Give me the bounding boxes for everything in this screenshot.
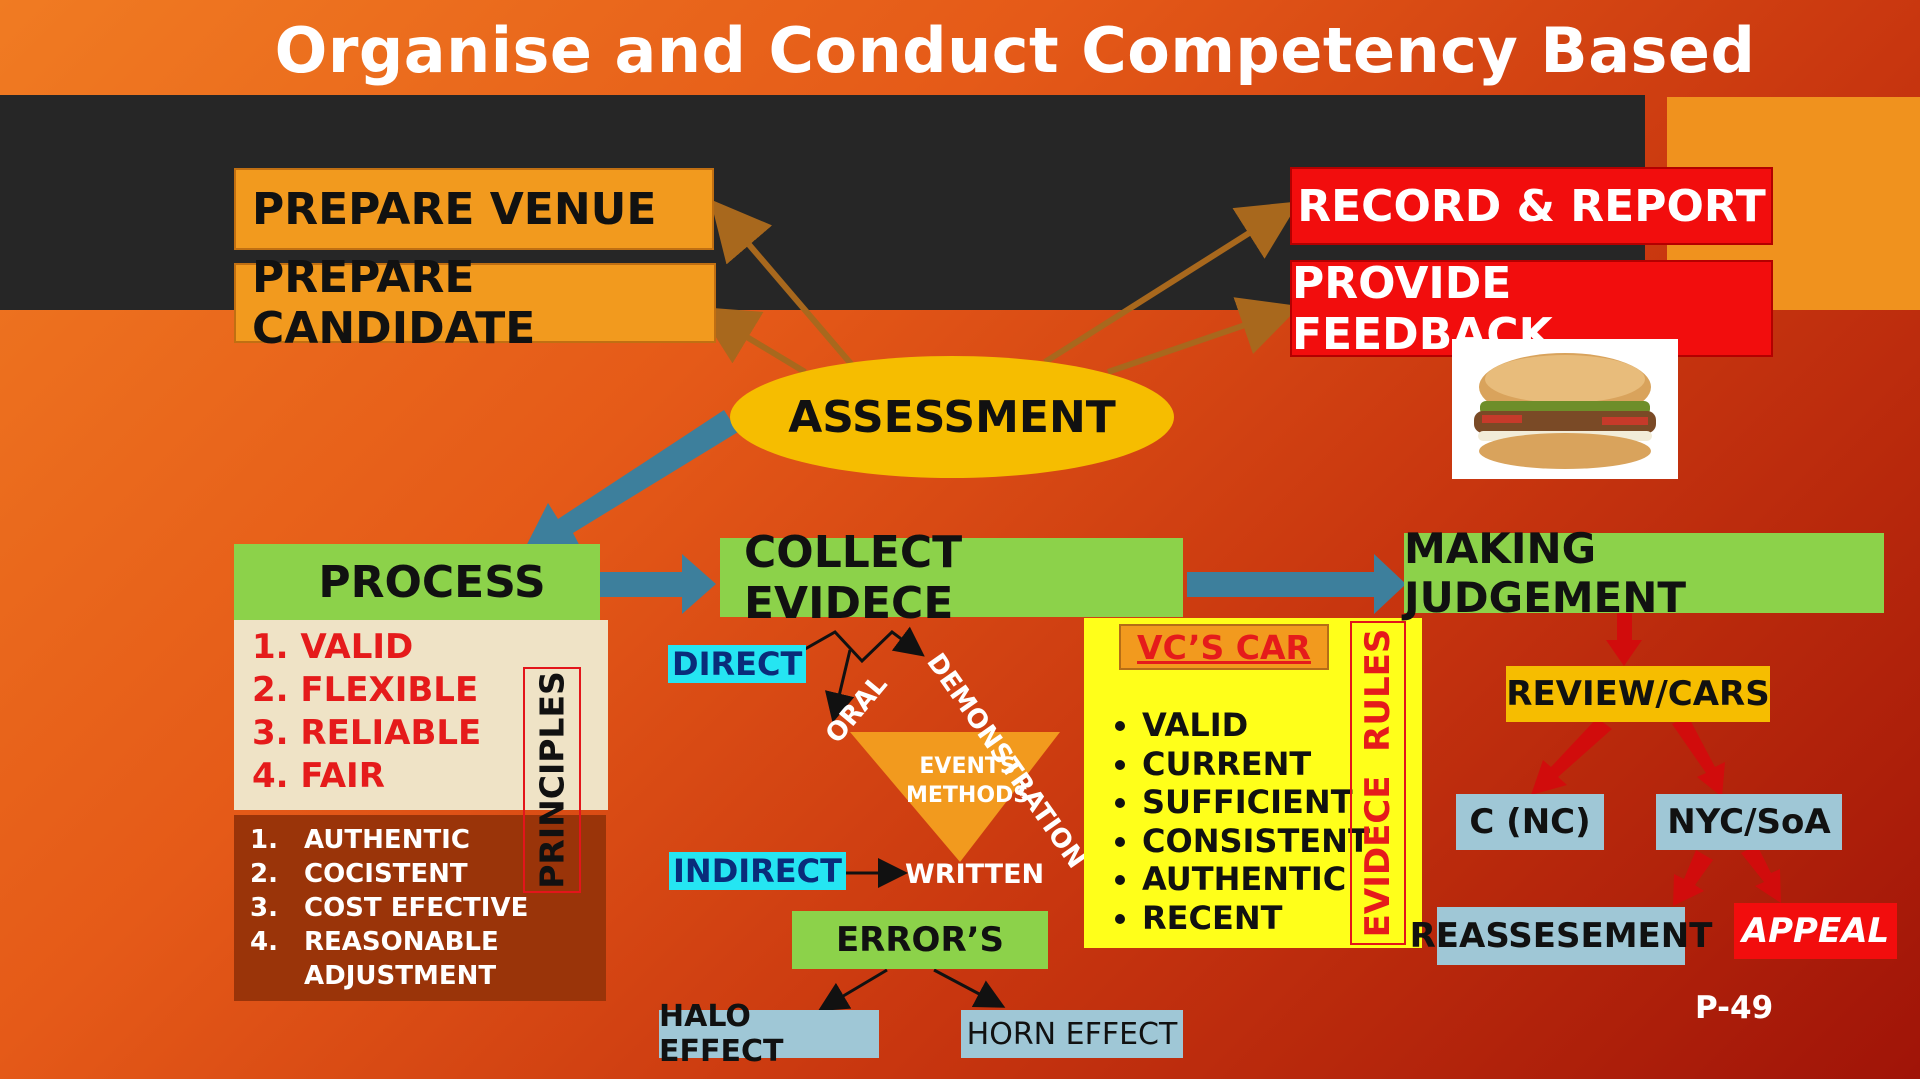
vcs-car-box: VC’S CAR — [1119, 624, 1329, 670]
horn-effect-box: HORN EFFECT — [961, 1010, 1183, 1058]
arrow-to-appeal — [1741, 845, 1781, 903]
appeal-label: APPEAL — [1741, 911, 1890, 951]
arrow-to-reassessment — [1673, 850, 1713, 906]
rule-item: CURRENT — [1142, 745, 1370, 784]
written-label: WRITTEN — [905, 859, 1045, 890]
arrow-to-record-report — [1043, 201, 1300, 365]
list-number: 3. — [250, 893, 278, 923]
reassessment-label: REASSESEMENT — [1409, 916, 1713, 956]
reassessment-box: REASSESEMENT — [1410, 907, 1712, 965]
record-report-box: RECORD & REPORT — [1290, 167, 1773, 245]
principles-vertical-box: PRINCIPLES — [523, 667, 581, 893]
burger-image — [1452, 339, 1678, 479]
making-judgement-box: MAKING JUDGEMENT — [1404, 524, 1884, 622]
nyc-soa-box: NYC/SoA — [1656, 794, 1842, 850]
evidence-rules-list: VALID CURRENT SUFFICIENT CONSISTENT AUTH… — [1084, 706, 1370, 937]
principle-item: 2. FLEXIBLE — [252, 670, 479, 710]
other-principles-panel: 1. AUTHENTIC 2. COCISTENT 3. COST EFECTIVE … — [234, 815, 606, 1001]
errors-label: ERROR’S — [835, 920, 1005, 960]
list-item: REASONABLE — [304, 927, 499, 957]
prepare-candidate-box: PREPARE CANDIDATE — [234, 252, 716, 354]
principle-item: 3. RELIABLE — [252, 713, 482, 753]
c-nc-box: C (NC) — [1456, 794, 1604, 850]
rule-item: RECENT — [1142, 899, 1370, 938]
list-item: COST EFECTIVE — [304, 893, 529, 923]
list-item: COCISTENT — [304, 859, 468, 889]
arrow-to-prepare-candidate — [696, 306, 807, 375]
evidence-rules-vertical-box: EVIDECE RULES — [1350, 621, 1406, 945]
rule-item: SUFFICIENT — [1142, 783, 1370, 822]
arrow-process-to-evidence — [599, 554, 716, 614]
errors-to-horn-line — [933, 968, 1006, 1008]
errors-to-halo-line — [817, 968, 888, 1012]
horn-effect-label: HORN EFFECT — [966, 1016, 1178, 1052]
events-methods-label: EVENTS METHODS — [906, 752, 1029, 810]
evidence-rules-vertical-label: EVIDECE RULES — [1358, 628, 1398, 938]
appeal-box: APPEAL — [1734, 903, 1897, 959]
evidence-rules-panel: VC’S CAR VALID CURRENT SUFFICIENT CONSIS… — [1084, 618, 1422, 948]
prepare-venue-label: PREPARE VENUE — [252, 183, 657, 235]
arrow-to-nyc — [1672, 716, 1725, 797]
list-number: 1. — [250, 825, 278, 855]
halo-effect-box: HALO EFFECT — [659, 999, 879, 1069]
process-box: PROCESS — [234, 544, 600, 620]
halo-effect-label: HALO EFFECT — [659, 999, 784, 1069]
arrow-to-prepare-venue — [710, 199, 855, 367]
assessment-label: ASSESSMENT — [788, 391, 1116, 443]
collect-evidence-label: COLLECT EVIDECE — [744, 526, 963, 629]
rule-item: CONSISTENT — [1142, 822, 1370, 861]
collect-evidence-box: COLLECT EVIDECE — [720, 527, 1183, 629]
principles-list: 1. VALID 2. FLEXIBLE 3. RELIABLE 4. FAIR — [252, 626, 481, 798]
c-nc-label: C (NC) — [1469, 802, 1591, 842]
principles-vertical-label: PRINCIPLES — [532, 671, 572, 889]
rule-item: AUTHENTIC — [1142, 860, 1370, 899]
assessment-ellipse: ASSESSMENT — [730, 356, 1174, 478]
prepare-venue-box: PREPARE VENUE — [234, 168, 714, 250]
prepare-candidate-label: PREPARE CANDIDATE — [252, 252, 536, 354]
list-item: AUTHENTIC — [304, 825, 470, 855]
other-principles-list: 1. AUTHENTIC 2. COCISTENT 3. COST EFECTIVE … — [250, 823, 528, 993]
direct-branch-line — [783, 626, 925, 664]
principles-panel: 1. VALID 2. FLEXIBLE 3. RELIABLE 4. FAIR — [234, 620, 608, 810]
events-label: EVENTS — [919, 754, 1016, 779]
vcs-car-label: VC’S CAR — [1137, 627, 1311, 667]
direct-label: DIRECT — [668, 645, 807, 683]
burger-sandwich-icon — [1474, 353, 1656, 469]
principle-item: 4. FAIR — [252, 756, 385, 796]
arrow-to-provide-feedback — [1107, 297, 1301, 375]
errors-box: ERROR’S — [792, 911, 1048, 969]
list-number: 4. — [250, 927, 278, 957]
arrow-to-review — [1606, 606, 1642, 666]
process-label: PROCESS — [318, 556, 546, 608]
nyc-soa-label: NYC/SoA — [1667, 802, 1831, 842]
methods-label: METHODS — [906, 783, 1030, 808]
arrow-to-c-nc — [1531, 718, 1612, 795]
list-item: ADJUSTMENT — [304, 961, 497, 991]
events-methods-triangle — [850, 732, 1060, 862]
direct-to-oral-line — [824, 649, 855, 723]
review-cars-label: REVIEW/CARS — [1506, 674, 1770, 714]
principle-item: 1. VALID — [252, 627, 414, 667]
arrow-evidence-to-judgement — [1187, 554, 1406, 614]
making-judgement-label: MAKING JUDGEMENT — [1404, 524, 1687, 622]
rule-item: VALID — [1142, 706, 1370, 745]
list-number: 2. — [250, 859, 278, 889]
arrow-to-process — [519, 410, 738, 560]
review-cars-box: REVIEW/CARS — [1506, 666, 1770, 722]
record-report-label: RECORD & REPORT — [1297, 180, 1766, 232]
page-reference: P-49 — [1695, 990, 1774, 1026]
indirect-label: INDIRECT — [669, 852, 846, 890]
